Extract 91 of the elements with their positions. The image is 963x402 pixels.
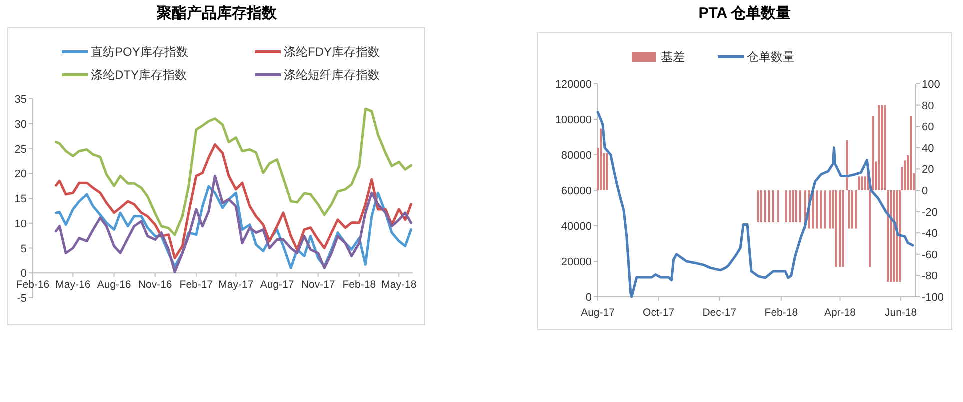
bar [881,105,884,190]
x-tick-label: May-16 [56,279,91,292]
bar [772,190,774,222]
bar [899,190,902,282]
bar [768,190,770,222]
y-tick-label: 20000 [561,256,592,268]
y2-tick-label: -60 [922,249,938,262]
x-tick-label: Jun-18 [884,307,918,319]
y2-tick-label: -100 [922,292,944,304]
bar [864,176,866,190]
bar [795,190,798,222]
y-tick-label: 10 [14,218,27,230]
x-tick-label: Aug-17 [581,307,616,319]
y-tick-label: 0 [586,292,592,304]
bar [600,128,602,190]
x-tick-label: Nov-17 [301,279,336,292]
y-tick-label: 80000 [561,150,592,162]
x-tick-label: Aug-17 [260,279,294,292]
bar [890,190,892,282]
x-tick-label: Feb-18 [764,307,798,319]
bar [846,140,848,190]
y2-tick-label: -40 [922,228,938,240]
x-tick-label: Feb-16 [16,279,50,292]
chart-title: PTA 仓单数量 [698,5,792,22]
y-tick-label: 100000 [555,114,592,126]
bar [824,190,826,229]
legend-label: 直纺POY库存指数 [91,45,188,59]
y-tick-label: 30 [14,118,27,131]
x-tick-label: Dec-17 [702,307,737,319]
bar [792,190,794,222]
bar [785,190,788,222]
x-tick-label: Feb-17 [180,279,214,292]
x-tick-label: Feb-18 [342,279,376,292]
bar [910,116,912,190]
bar [820,190,822,229]
x-tick-label: May-18 [382,279,417,292]
y2-tick-label: 100 [922,79,940,91]
y-tick-label: -5 [17,293,27,305]
bar [789,190,792,222]
bar [829,190,832,229]
x-tick-label: Nov-16 [138,279,172,292]
legend-label: 仓单数量 [747,50,795,64]
y-tick-label: 120000 [555,79,592,91]
y-tick-label: 5 [20,243,27,256]
bar [812,190,814,229]
bar [855,190,858,229]
y2-tick-label: 60 [922,122,934,134]
y2-tick-label: 20 [922,164,934,176]
y2-tick-label: 40 [922,142,934,155]
bar [835,190,838,268]
legend-label: 涤纶FDY库存指数 [284,45,380,59]
x-tick-label: Apr-18 [824,307,856,319]
bar [851,190,854,229]
bar [872,116,874,190]
legend-label: 涤纶DTY库存指数 [91,68,187,82]
bar [878,105,880,190]
y-tick-label: 20 [14,168,27,181]
y-tick-label: 15 [14,194,27,206]
bar [764,190,766,222]
bar [887,190,890,282]
y2-tick-label: -20 [922,206,938,219]
bar [606,153,608,190]
x-tick-label: Oct-17 [643,307,675,319]
y2-tick-label: -80 [922,270,938,283]
line-series [54,108,412,236]
y-tick-label: 35 [14,94,27,106]
bar [816,190,818,229]
x-tick-label: May-17 [218,279,254,292]
bar [760,190,762,222]
bar [858,176,860,190]
legend-label: 涤纶短纤库存指数 [284,68,380,82]
bar [884,105,886,190]
y-tick-label: 40000 [561,221,592,233]
bar [861,176,864,190]
bar [839,190,842,268]
y-tick-label: 60000 [561,186,592,198]
bar [799,190,802,222]
bar [869,190,872,268]
bar [777,190,780,222]
y-tick-label: 25 [14,144,27,156]
bar [848,190,850,229]
bar [757,190,760,222]
chart-title: 聚酯产品库存指数 [156,4,278,22]
y2-tick-label: 80 [922,100,934,112]
x-tick-label: Aug-16 [97,279,132,292]
line-series [54,144,412,260]
legend-label: 基差 [661,50,685,64]
y-tick-label: 0 [20,268,27,280]
bar [842,190,844,268]
y2-tick-label: 0 [922,186,928,198]
bar [893,190,896,282]
